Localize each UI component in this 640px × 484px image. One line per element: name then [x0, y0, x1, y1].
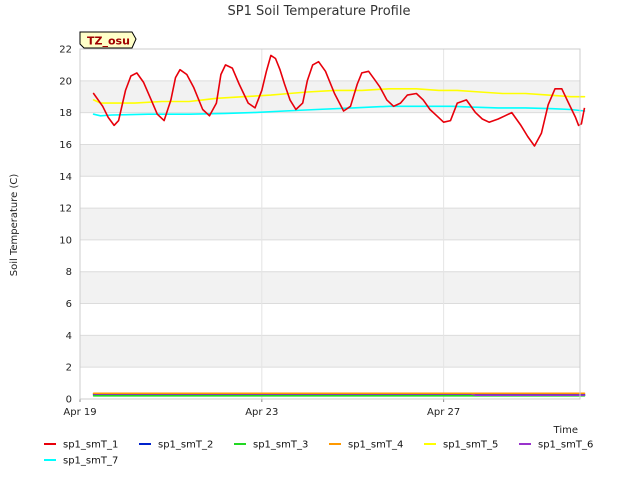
legend-label: sp1_smT_6	[538, 440, 593, 451]
axes: 0 2 4 6 8 10 12 14 16 18 20 22 Apr 19 Apr 23 Apr 27	[59, 45, 581, 418]
y-tick-label: 4	[66, 331, 72, 342]
legend-label: sp1_smT_5	[443, 440, 498, 451]
tz-badge-label: TZ_osu	[87, 35, 130, 48]
series-line-sp1_smT_1	[92, 54, 580, 147]
y-tick-label: 10	[59, 235, 72, 246]
y-tick-label: 0	[66, 395, 72, 406]
x-tick-label: Apr 23	[245, 407, 278, 418]
x-tick-label: Apr 19	[63, 407, 96, 418]
x-tick-label: Apr 27	[427, 407, 460, 418]
background-bands	[80, 80, 580, 368]
legend-item-sp1_smT_1: sp1_smT_1	[44, 440, 118, 451]
legend-label: sp1_smT_4	[348, 440, 403, 451]
y-tick-label: 2	[66, 363, 72, 374]
legend-item-sp1_smT_5: sp1_smT_5	[424, 440, 498, 451]
legend-item-sp1_smT_2: sp1_smT_2	[139, 440, 213, 451]
tz-badge-box	[79, 31, 137, 49]
band	[80, 144, 580, 177]
y-tick-label: 20	[59, 76, 72, 87]
series-line-sp1_smT_5	[92, 88, 586, 104]
legend-item-sp1_smT_3: sp1_smT_3	[234, 440, 308, 451]
y-tick-label: 18	[59, 108, 72, 119]
legend-item-sp1_smT_6: sp1_smT_6	[519, 440, 593, 451]
chart-title: SP1 Soil Temperature Profile	[228, 4, 411, 19]
x-axis-label: Time	[553, 425, 578, 436]
y-axis-label: Soil Temperature (C)	[9, 174, 20, 277]
legend-label: sp1_smT_2	[158, 440, 213, 451]
plot-frame	[79, 48, 581, 400]
band	[80, 335, 580, 368]
legend-label: sp1_smT_7	[63, 456, 118, 467]
y-tick-label: 12	[59, 204, 72, 215]
y-tick-label: 14	[59, 172, 72, 183]
legend-label: sp1_smT_3	[253, 440, 308, 451]
plot-area	[92, 54, 586, 397]
legend-item-sp1_smT_7: sp1_smT_7	[44, 456, 118, 467]
y-tick-label: 6	[66, 299, 72, 310]
y-tick-label: 22	[59, 45, 72, 56]
legend: sp1_smT_1 sp1_smT_2 sp1_smT_3 sp1_smT_4 sp1_…	[44, 440, 593, 467]
tz-badge: TZ_osu	[79, 31, 137, 49]
y-tick-label: 16	[59, 140, 72, 151]
legend-label: sp1_smT_1	[63, 440, 118, 451]
band	[80, 271, 580, 304]
y-tick-label: 8	[66, 267, 72, 278]
band	[80, 208, 580, 240]
series-line-sp1_smT_7	[92, 105, 586, 117]
legend-item-sp1_smT_4: sp1_smT_4	[329, 440, 403, 451]
